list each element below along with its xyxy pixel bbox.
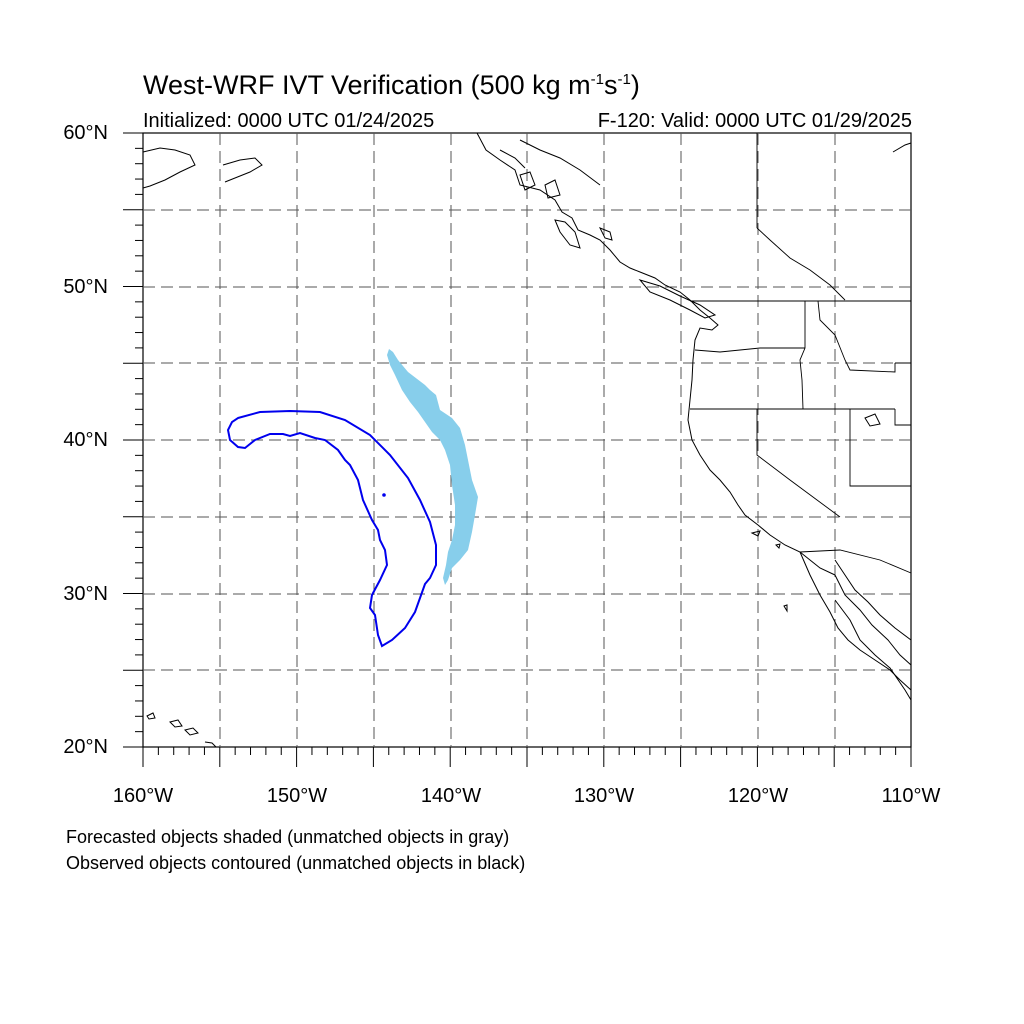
lat-label-20: 20°N bbox=[63, 736, 108, 758]
observed-contour bbox=[226, 409, 437, 648]
lon-label-110: 110°W bbox=[881, 785, 941, 807]
lat-label-60: 60°N bbox=[63, 122, 108, 144]
axis-ticks bbox=[123, 132, 912, 767]
observed-small-object bbox=[382, 493, 386, 497]
lon-label-150: 150°W bbox=[266, 785, 328, 807]
graticule bbox=[143, 133, 911, 747]
lat-label-50: 50°N bbox=[63, 276, 108, 298]
forecast-note: Forecasted objects shaded (unmatched obj… bbox=[66, 827, 510, 847]
lon-label-160: 160°W bbox=[112, 785, 174, 807]
political-borders bbox=[690, 133, 912, 574]
lat-label-30: 30°N bbox=[63, 583, 108, 605]
lon-label-120: 120°W bbox=[727, 785, 789, 807]
init-time-label: Initialized: 0000 UTC 01/24/2025 bbox=[143, 110, 435, 132]
map-title: West-WRF IVT Verification (500 kg m-1s-1… bbox=[143, 70, 640, 100]
coastlines bbox=[142, 132, 912, 748]
lon-label-130: 130°W bbox=[573, 785, 635, 807]
observed-note: Observed objects contoured (unmatched ob… bbox=[66, 853, 526, 873]
lon-label-140: 140°W bbox=[420, 785, 482, 807]
lat-label-40: 40°N bbox=[63, 429, 108, 451]
valid-time-label: F-120: Valid: 0000 UTC 01/29/2025 bbox=[597, 110, 912, 132]
forecast-object bbox=[387, 349, 478, 585]
